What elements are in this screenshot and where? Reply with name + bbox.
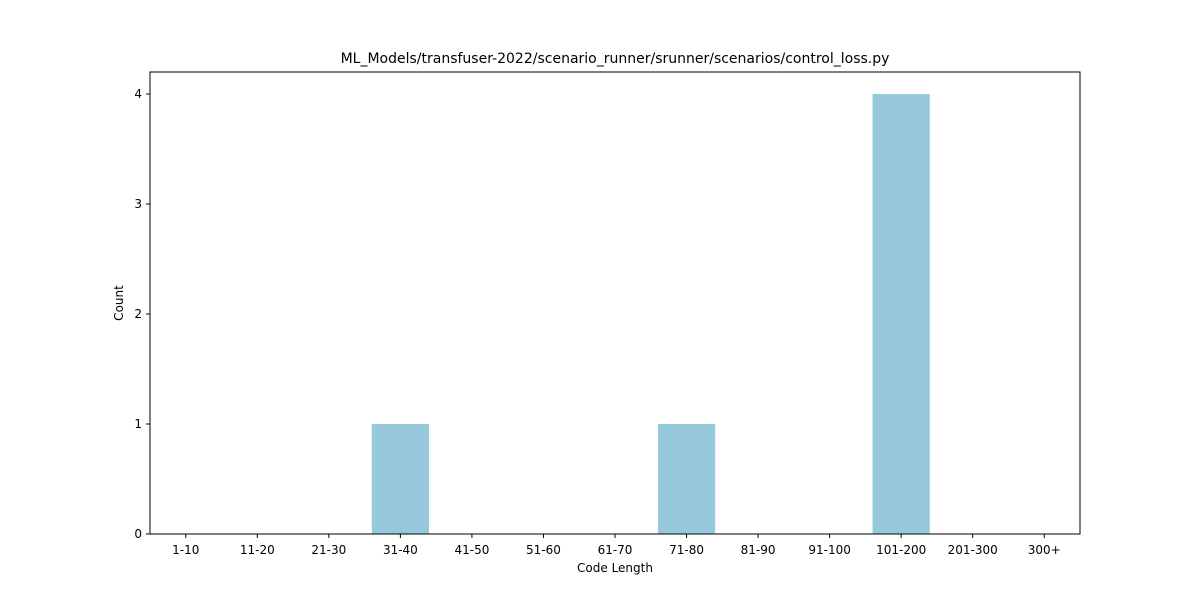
y-tick-label: 1 [134, 417, 142, 431]
x-tick-label: 31-40 [383, 543, 418, 557]
bars-group [371, 94, 930, 534]
y-tick-label: 2 [134, 307, 142, 321]
x-tick-label: 51-60 [526, 543, 561, 557]
y-tick-label: 4 [134, 87, 142, 101]
x-tick-label: 11-20 [240, 543, 275, 557]
x-tick-label: 21-30 [311, 543, 346, 557]
y-tick-label: 0 [134, 527, 142, 541]
x-tick-label: 1-10 [172, 543, 199, 557]
x-tick-label: 201-300 [948, 543, 998, 557]
y-axis-label: Count [112, 285, 126, 321]
x-tick-label: 61-70 [598, 543, 633, 557]
y-tick-label: 3 [134, 197, 142, 211]
chart-title: ML_Models/transfuser-2022/scenario_runne… [341, 51, 890, 67]
x-axis-label: Code Length [577, 561, 653, 575]
bar-31-40 [371, 424, 429, 534]
y-axis: 0 1 2 3 4 [134, 87, 150, 541]
x-tick-label: 300+ [1028, 543, 1061, 557]
x-tick-label: 101-200 [876, 543, 926, 557]
x-tick-label: 41-50 [454, 543, 489, 557]
plot-frame [149, 71, 1081, 535]
bar-101-200 [872, 94, 930, 534]
x-tick-label: 81-90 [741, 543, 776, 557]
x-axis: 1-10 11-20 21-30 31-40 41-50 51-60 61-70 71-80 8… [172, 534, 1061, 557]
bar-71-80 [657, 424, 716, 534]
x-tick-label: 71-80 [669, 543, 704, 557]
x-tick-label: 91-100 [808, 543, 851, 557]
